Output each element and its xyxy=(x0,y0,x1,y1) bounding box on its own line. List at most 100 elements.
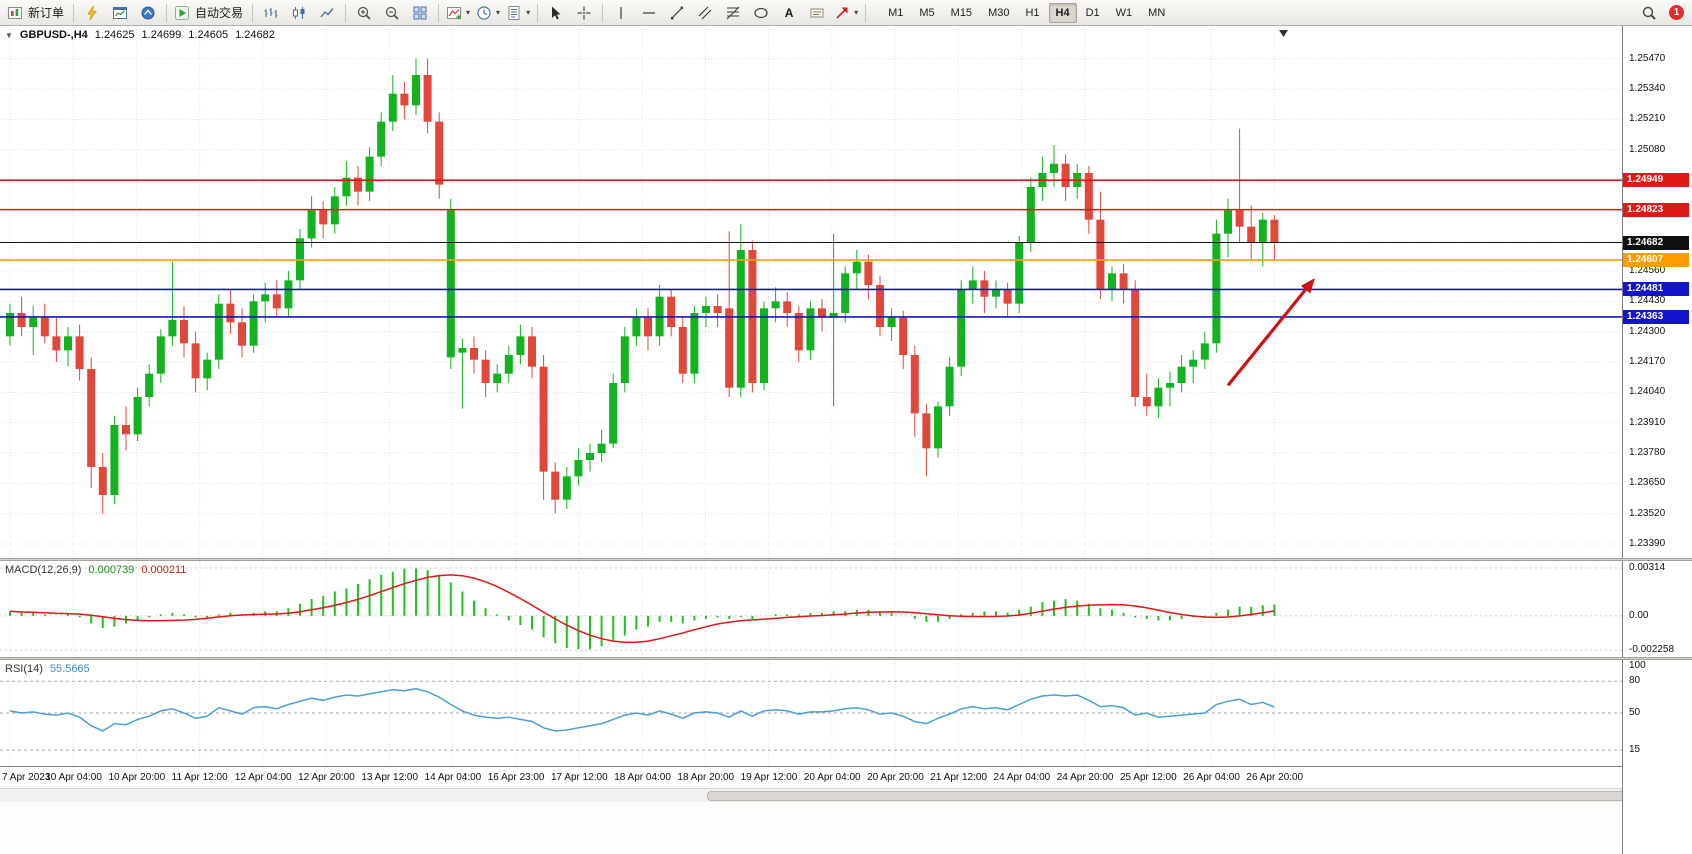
main-chart-svg[interactable] xyxy=(0,26,1622,558)
periods-button-caret-icon[interactable]: ▾ xyxy=(496,8,501,17)
time-label: 16 Apr 23:00 xyxy=(487,772,545,783)
time-label: 26 Apr 20:00 xyxy=(1246,772,1304,783)
zoom-out-icon xyxy=(384,5,400,21)
new-order-button[interactable]: 新订单 xyxy=(4,1,69,25)
time-axis[interactable]: 7 Apr 2023 10 Apr 04:00 10 Apr 20:00 11 Apr… xyxy=(0,766,1692,788)
timeframe-m30[interactable]: M30 xyxy=(988,6,1010,19)
timeframe-m1[interactable]: M1 xyxy=(888,6,904,19)
time-label: 11 Apr 12:00 xyxy=(171,772,228,783)
macd-panel[interactable]: MACD(12,26,9) 0.000739 0.000211 xyxy=(0,561,1692,657)
time-label: 7 Apr 2023 xyxy=(2,772,51,783)
new-order-button-label: 新订单 xyxy=(28,6,65,20)
rsi-tick: 80 xyxy=(1629,675,1641,687)
splitter-main-macd[interactable] xyxy=(0,558,1692,561)
candles xyxy=(6,58,1279,514)
time-label: 12 Apr 20:00 xyxy=(298,772,355,783)
auto-trading-button[interactable]: 自动交易 xyxy=(171,1,248,25)
timeframe-h4[interactable]: H4 xyxy=(1048,2,1077,23)
macd-header: MACD(12,26,9) 0.000739 0.000211 xyxy=(5,564,186,576)
price-tick: 1.24430 xyxy=(1629,295,1666,307)
shapes-icon xyxy=(753,5,769,21)
search-button[interactable] xyxy=(1635,1,1663,25)
text-tool-button[interactable]: A xyxy=(775,1,803,25)
rsi-svg[interactable] xyxy=(0,660,1622,766)
splitter-macd-rsi[interactable] xyxy=(0,657,1692,660)
shapes-button[interactable] xyxy=(747,1,775,25)
price-tick: 1.24300 xyxy=(1629,325,1666,337)
rsi-tick: 100 xyxy=(1629,660,1646,671)
bar-chart-button[interactable] xyxy=(257,1,285,25)
price-tag-1.24682: 1.24682 xyxy=(1623,235,1689,250)
price-tag-1.24949: 1.24949 xyxy=(1623,173,1689,188)
toolbar-separator xyxy=(345,3,347,22)
new-order-icon xyxy=(7,5,23,21)
time-label: 10 Apr 04:00 xyxy=(45,772,102,783)
chart-window-button[interactable] xyxy=(106,1,134,25)
toolbar-separator xyxy=(73,3,75,22)
price-tag-1.24607: 1.24607 xyxy=(1623,253,1689,268)
horizontal-line-button[interactable] xyxy=(635,1,663,25)
quick-trade-button[interactable] xyxy=(78,1,106,25)
time-label: 24 Apr 20:00 xyxy=(1056,772,1114,783)
fibonacci-button[interactable] xyxy=(719,1,747,25)
crosshair-icon xyxy=(576,5,592,21)
high-value: 1.24699 xyxy=(141,29,182,41)
main-chart-panel[interactable]: ▼ GBPUSD-,H4 1.24625 1.24699 1.24605 1.2… xyxy=(0,26,1692,558)
macd-svg[interactable] xyxy=(0,561,1622,657)
templates-button-caret-icon[interactable]: ▾ xyxy=(526,8,531,17)
candle-chart-button[interactable] xyxy=(285,1,313,25)
auto-trading-button-label: 自动交易 xyxy=(195,6,244,20)
price-tick: 1.25210 xyxy=(1629,113,1666,125)
timeframe-mn[interactable]: MN xyxy=(1148,6,1166,19)
channel-button[interactable] xyxy=(691,1,719,25)
price-tick: 1.25080 xyxy=(1629,143,1666,155)
macd-tick: -0.002258 xyxy=(1629,644,1675,656)
main-grid xyxy=(0,26,1622,558)
macd-main-value: 0.000739 xyxy=(88,564,135,576)
label-tool-button[interactable] xyxy=(803,1,831,25)
toolbar-separator xyxy=(252,3,254,22)
chart-header: ▼ GBPUSD-,H4 1.24625 1.24699 1.24605 1.2… xyxy=(5,29,275,41)
current-bar-marker-icon xyxy=(1279,30,1288,37)
time-label: 26 Apr 04:00 xyxy=(1183,772,1240,783)
time-label: 25 Apr 12:00 xyxy=(1119,772,1177,783)
rsi-panel[interactable]: RSI(14) 55.5665 xyxy=(0,660,1692,766)
macd-histogram xyxy=(9,568,1276,650)
macd-tick: 0.00314 xyxy=(1629,562,1666,573)
scrollbar-thumb[interactable] xyxy=(706,791,1690,801)
search-icon xyxy=(1641,5,1657,21)
indicators-button[interactable]: ▾ xyxy=(443,1,473,25)
tile-windows-button[interactable] xyxy=(406,1,434,25)
zoom-out-button[interactable] xyxy=(378,1,406,25)
price-tick: 1.23520 xyxy=(1629,507,1666,519)
time-label: 24 Apr 04:00 xyxy=(993,772,1051,783)
time-label: 18 Apr 04:00 xyxy=(614,772,671,783)
macd-signal-value: 0.000211 xyxy=(141,564,187,576)
arrows-button-caret-icon[interactable]: ▾ xyxy=(854,8,859,17)
hline-icon xyxy=(641,5,657,21)
arrows-button[interactable]: ▾ xyxy=(831,1,861,25)
quotes-button[interactable] xyxy=(134,1,162,25)
timeframe-h1[interactable]: H1 xyxy=(1025,6,1040,19)
vertical-line-button[interactable] xyxy=(607,1,635,25)
crosshair-button[interactable] xyxy=(570,1,598,25)
templates-button[interactable]: ▾ xyxy=(503,1,533,25)
price-axis[interactable]: 1.254701.253401.252101.250801.249501.248… xyxy=(1622,26,1692,854)
horizontal-scrollbar[interactable] xyxy=(0,788,1692,802)
zoom-in-button[interactable] xyxy=(350,1,378,25)
periods-button[interactable]: ▾ xyxy=(473,1,503,25)
toolbar: 新订单 自动交易 ▾ ▾ ▾ A ▾ M1 M5 M15 M30 H1 H4 D1 W1 MN 1 xyxy=(0,0,1692,26)
notification-badge[interactable]: 1 xyxy=(1669,5,1684,20)
trendline-button[interactable] xyxy=(663,1,691,25)
line-chart-button[interactable] xyxy=(313,1,341,25)
timeframe-w1[interactable]: W1 xyxy=(1115,6,1133,19)
collapse-icon[interactable]: ▼ xyxy=(5,30,13,40)
cursor-button[interactable] xyxy=(542,1,570,25)
trend-arrow-annotation[interactable] xyxy=(1226,278,1315,387)
auto-trading-icon xyxy=(174,5,190,21)
timeframe-m5[interactable]: M5 xyxy=(919,6,935,19)
label-icon xyxy=(809,5,825,21)
timeframe-d1[interactable]: D1 xyxy=(1085,6,1100,19)
timeframe-m15[interactable]: M15 xyxy=(950,6,973,19)
indicators-button-caret-icon[interactable]: ▾ xyxy=(466,8,471,17)
